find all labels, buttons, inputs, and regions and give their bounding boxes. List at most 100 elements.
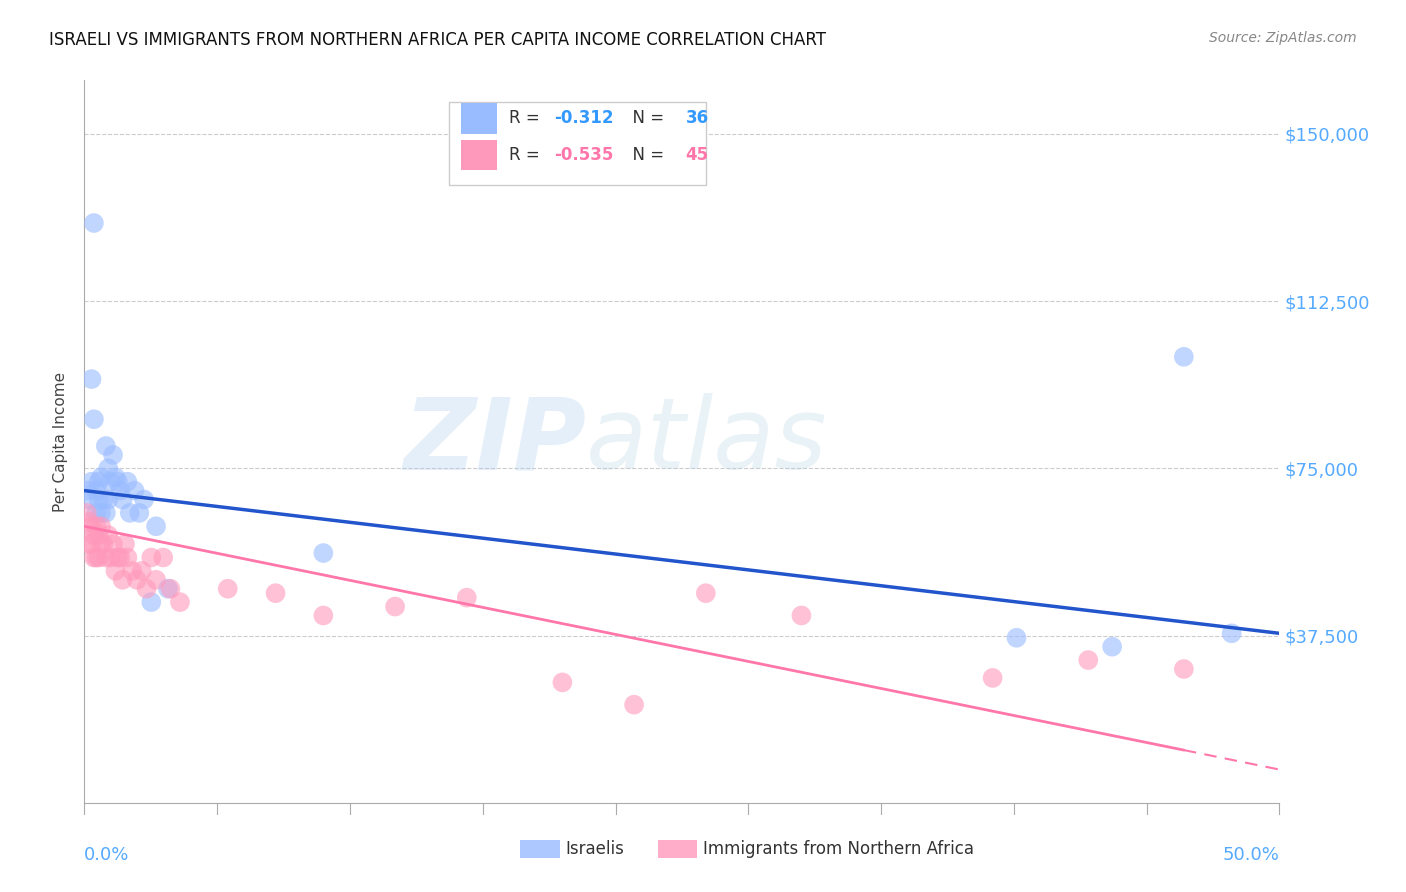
Point bbox=[101, 448, 124, 462]
Point bbox=[145, 519, 167, 533]
Text: atlas: atlas bbox=[586, 393, 828, 490]
Point bbox=[1220, 626, 1243, 640]
Point bbox=[551, 675, 574, 690]
Point bbox=[623, 698, 645, 712]
Point bbox=[86, 550, 108, 565]
Point bbox=[110, 550, 132, 565]
Point bbox=[86, 519, 108, 533]
Point bbox=[104, 564, 127, 578]
FancyBboxPatch shape bbox=[461, 140, 496, 170]
Text: 45: 45 bbox=[686, 146, 709, 164]
Text: N =: N = bbox=[623, 110, 669, 128]
Text: R =: R = bbox=[509, 146, 544, 164]
Point bbox=[76, 483, 98, 498]
Point bbox=[77, 492, 100, 507]
Point bbox=[111, 573, 134, 587]
FancyBboxPatch shape bbox=[461, 103, 496, 134]
Point bbox=[121, 564, 143, 578]
Text: Source: ZipAtlas.com: Source: ZipAtlas.com bbox=[1209, 31, 1357, 45]
Point bbox=[264, 586, 287, 600]
Point bbox=[87, 528, 110, 542]
Point bbox=[117, 550, 139, 565]
Point bbox=[790, 608, 813, 623]
Point bbox=[87, 550, 110, 565]
Y-axis label: Per Capita Income: Per Capita Income bbox=[53, 371, 69, 512]
Point bbox=[94, 550, 117, 565]
Point bbox=[695, 586, 717, 600]
Point bbox=[981, 671, 1004, 685]
Point bbox=[384, 599, 406, 614]
Point bbox=[104, 470, 127, 484]
Point bbox=[145, 573, 167, 587]
Text: -0.312: -0.312 bbox=[554, 110, 613, 128]
Point bbox=[159, 582, 181, 596]
Point bbox=[1173, 350, 1195, 364]
Text: -0.535: -0.535 bbox=[554, 146, 613, 164]
Text: N =: N = bbox=[623, 146, 669, 164]
Text: ISRAELI VS IMMIGRANTS FROM NORTHERN AFRICA PER CAPITA INCOME CORRELATION CHART: ISRAELI VS IMMIGRANTS FROM NORTHERN AFRI… bbox=[49, 31, 827, 49]
Point bbox=[141, 595, 163, 609]
Point bbox=[87, 475, 110, 489]
Point bbox=[125, 573, 148, 587]
Text: 50.0%: 50.0% bbox=[1223, 847, 1279, 864]
Point bbox=[312, 608, 335, 623]
Point bbox=[131, 564, 153, 578]
Point bbox=[94, 506, 117, 520]
Text: 36: 36 bbox=[686, 110, 709, 128]
Point bbox=[90, 537, 112, 551]
Point bbox=[76, 506, 98, 520]
Point bbox=[97, 492, 120, 507]
Point bbox=[86, 483, 108, 498]
Point bbox=[80, 372, 103, 386]
Point bbox=[90, 519, 112, 533]
Point bbox=[94, 439, 117, 453]
Text: Immigrants from Northern Africa: Immigrants from Northern Africa bbox=[703, 840, 974, 858]
Point bbox=[169, 595, 191, 609]
Point bbox=[100, 550, 122, 565]
Point bbox=[152, 550, 174, 565]
Point bbox=[217, 582, 239, 596]
Point bbox=[132, 492, 156, 507]
Point bbox=[1173, 662, 1195, 676]
Point bbox=[111, 492, 134, 507]
Point bbox=[1005, 631, 1028, 645]
Point bbox=[90, 506, 112, 520]
Point bbox=[312, 546, 335, 560]
Point bbox=[110, 483, 132, 498]
Point bbox=[157, 582, 180, 596]
Point bbox=[83, 550, 105, 565]
Point bbox=[80, 475, 103, 489]
Text: Israelis: Israelis bbox=[565, 840, 624, 858]
Point bbox=[97, 528, 120, 542]
Point bbox=[101, 537, 124, 551]
Point bbox=[80, 537, 103, 551]
Point bbox=[90, 470, 112, 484]
Point bbox=[114, 537, 136, 551]
Point bbox=[456, 591, 478, 605]
FancyBboxPatch shape bbox=[449, 102, 706, 185]
Text: ZIP: ZIP bbox=[404, 393, 586, 490]
Point bbox=[86, 506, 108, 520]
Point bbox=[107, 475, 129, 489]
Point bbox=[100, 475, 122, 489]
Point bbox=[118, 506, 141, 520]
Point bbox=[124, 483, 146, 498]
Point bbox=[135, 582, 157, 596]
Point bbox=[1077, 653, 1099, 667]
Point bbox=[93, 537, 115, 551]
Point bbox=[1101, 640, 1123, 654]
Point bbox=[117, 475, 139, 489]
Point bbox=[77, 515, 100, 529]
Point bbox=[107, 550, 129, 565]
Point bbox=[80, 519, 103, 533]
Point bbox=[83, 412, 105, 426]
Point bbox=[141, 550, 163, 565]
Point bbox=[97, 461, 120, 475]
Text: R =: R = bbox=[509, 110, 544, 128]
Point bbox=[93, 492, 115, 507]
Point bbox=[87, 492, 110, 507]
Point bbox=[128, 506, 150, 520]
Text: 0.0%: 0.0% bbox=[84, 847, 129, 864]
Point bbox=[77, 537, 100, 551]
Point bbox=[83, 528, 105, 542]
